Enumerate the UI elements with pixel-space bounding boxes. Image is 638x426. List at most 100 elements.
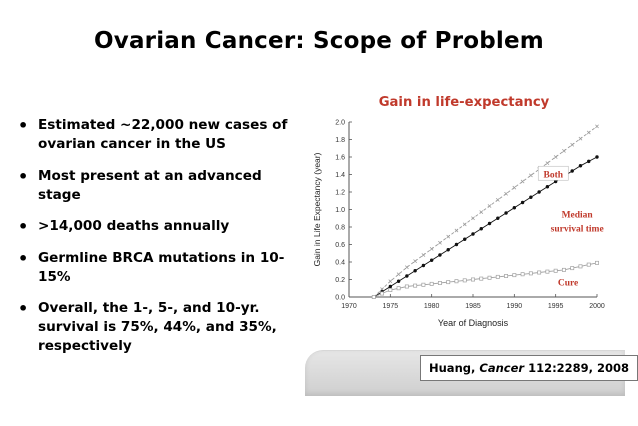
data-point [413, 283, 418, 288]
life-expectancy-chart: 0.0 0.2 0.4 0.6 0.8 1.0 1.2 1.4 1.6 1.8 2.0 1970 197… [312, 120, 605, 329]
data-point [388, 284, 393, 289]
data-point [595, 155, 599, 159]
data-point [495, 274, 500, 279]
y-tick-label: 1.8 [335, 137, 345, 144]
data-point [487, 204, 492, 208]
data-point [437, 281, 442, 285]
y-tick-label: 2.0 [335, 120, 345, 127]
data-point [446, 234, 451, 239]
data-point [454, 228, 459, 233]
data-point [495, 197, 500, 202]
median-label: survival time [551, 224, 604, 234]
y-tick-label: 1.2 [335, 190, 345, 197]
data-point [404, 265, 409, 270]
data-point [380, 287, 384, 292]
data-point [512, 206, 517, 210]
data-point [413, 259, 418, 264]
y-tick-label: 1.0 [335, 207, 345, 214]
data-point [545, 185, 550, 189]
data-point [570, 169, 574, 173]
x-tick-label: 1980 [424, 303, 440, 310]
data-point [587, 159, 591, 164]
data-point [462, 278, 467, 283]
data-point [479, 227, 483, 231]
bullet-item: Overall, the 1-, 5-, and 10-yr. survival… [18, 299, 308, 356]
data-point [595, 260, 599, 265]
data-point [545, 161, 550, 166]
citation-author: Huang, [429, 361, 480, 375]
data-point [553, 179, 558, 184]
data-point [520, 200, 525, 205]
data-point [471, 277, 475, 282]
data-point [520, 179, 525, 184]
median-label: Median [562, 210, 594, 220]
data-point [479, 276, 484, 281]
x-tick-label: 1975 [383, 303, 399, 310]
y-tick-label: 0.4 [335, 260, 345, 267]
x-tick-label: 2000 [589, 303, 605, 310]
x-tick-label: 1990 [507, 303, 523, 310]
x-tick-label: 1985 [465, 303, 481, 310]
chart-title: Gain in life-expectancy [378, 95, 550, 110]
data-point [570, 142, 575, 147]
data-point [561, 267, 566, 272]
data-point [520, 272, 525, 277]
data-point [438, 253, 442, 257]
data-point [528, 173, 533, 178]
y-axis-label: Gain in Life Expectancy (year) [312, 152, 322, 266]
slide-title: Ovarian Cancer: Scope of Problem [94, 28, 544, 54]
data-point [537, 270, 542, 275]
data-point [487, 275, 492, 280]
data-point [529, 195, 533, 199]
bullet-item: Estimated ~22,000 new cases of ovarian c… [18, 116, 308, 154]
data-point [512, 273, 517, 278]
bullet-item: >14,000 deaths annually [18, 217, 308, 236]
series-line-2 [373, 262, 598, 298]
data-point [446, 248, 450, 252]
data-point [504, 274, 509, 278]
data-point [396, 286, 401, 291]
data-point [396, 279, 401, 283]
both-label: Both [543, 170, 563, 180]
data-point [388, 288, 393, 292]
data-point [413, 269, 417, 273]
data-point [553, 155, 558, 159]
data-point [462, 222, 467, 227]
y-tick-label: 1.4 [335, 172, 345, 179]
data-point [578, 164, 583, 168]
data-point [578, 136, 583, 141]
data-point [380, 291, 385, 296]
data-point [496, 216, 500, 220]
data-point [545, 269, 550, 274]
data-point [487, 221, 492, 226]
data-point [454, 242, 459, 247]
data-point [504, 191, 508, 196]
y-tick-label: 0.8 [335, 225, 345, 232]
data-point [371, 295, 376, 299]
data-point [595, 124, 599, 129]
data-point [405, 274, 409, 278]
data-point [504, 211, 508, 215]
x-tick-label: 1970 [341, 303, 357, 310]
y-tick-label: 0.6 [335, 242, 345, 249]
data-point [586, 130, 591, 135]
data-point [471, 232, 475, 236]
citation-ref: 112:2289, 2008 [524, 361, 630, 375]
data-point [553, 268, 558, 273]
y-tick-label: 0.0 [335, 295, 345, 302]
y-tick-label: 1.6 [335, 155, 345, 162]
data-point [421, 282, 426, 287]
data-point [438, 240, 442, 245]
x-axis-label: Year of Diagnosis [438, 318, 509, 328]
data-point [446, 280, 451, 285]
data-point [586, 262, 591, 267]
data-point [463, 237, 467, 241]
data-point [570, 266, 575, 271]
data-point [388, 279, 393, 284]
data-point [479, 210, 484, 215]
data-point [578, 264, 583, 269]
y-tick-label: 0.2 [335, 277, 345, 284]
data-point [404, 284, 409, 289]
data-point [454, 279, 459, 284]
data-point [429, 258, 434, 262]
